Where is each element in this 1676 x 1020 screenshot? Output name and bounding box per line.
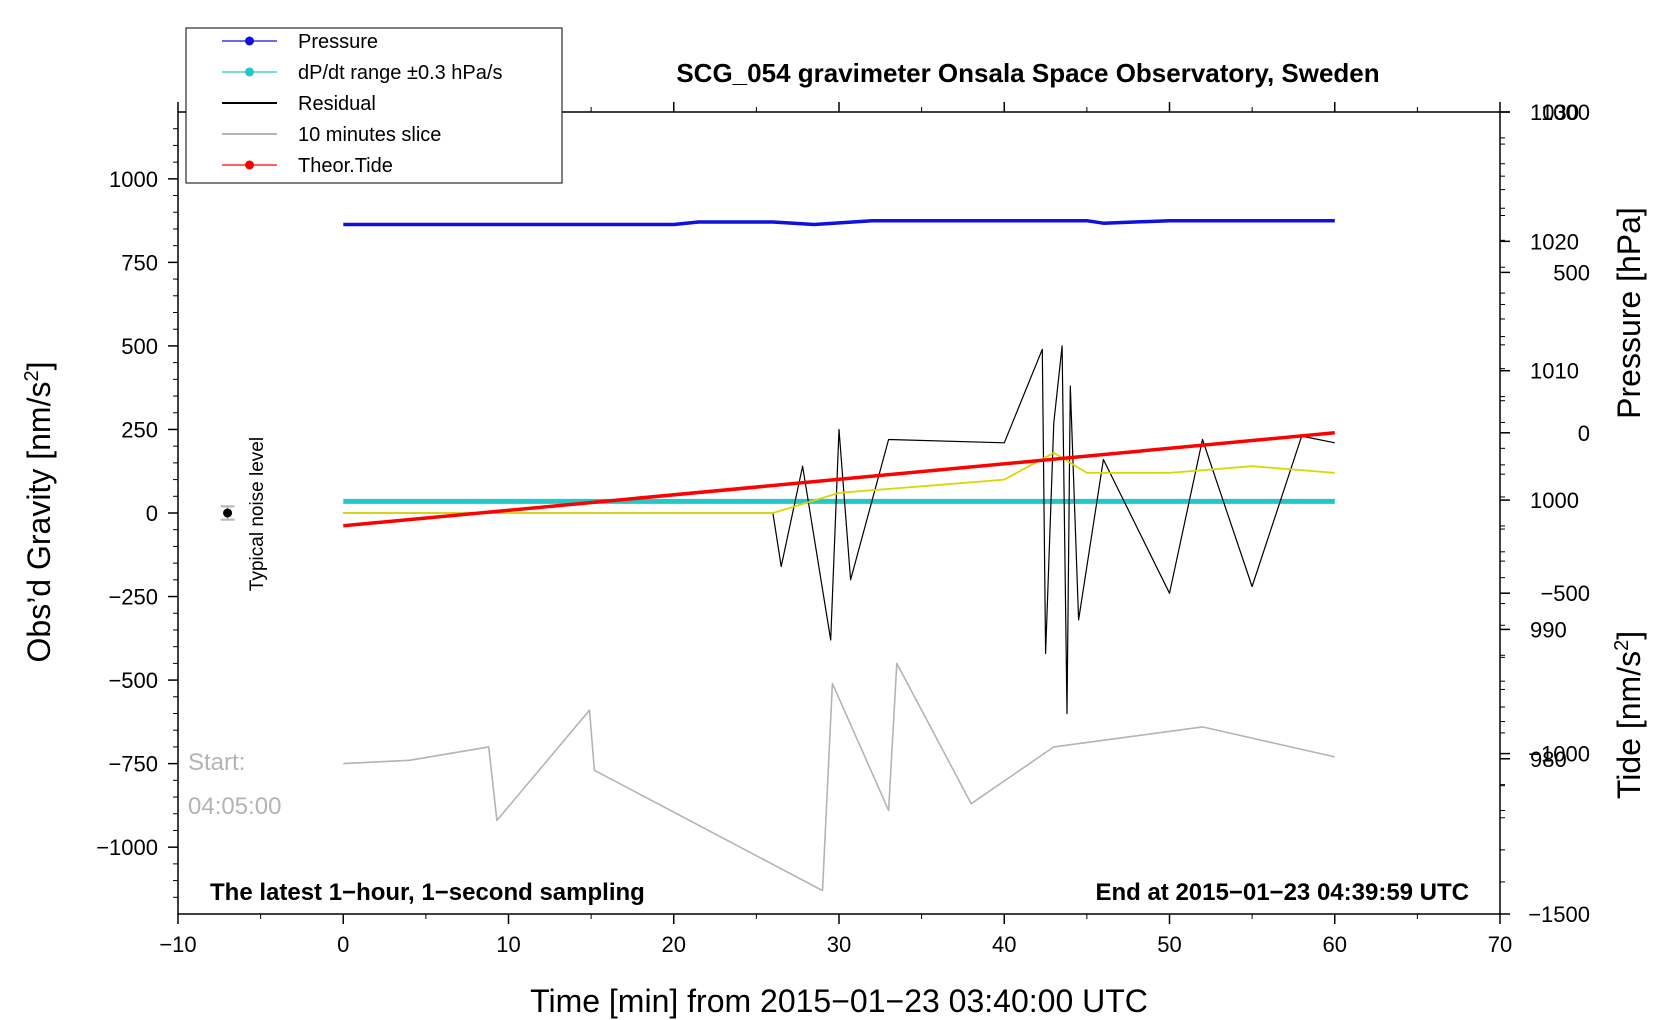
tide-tick-label: 0 [1578,421,1590,446]
noise-level-marker: Typical noise level [220,437,268,591]
series-line-theor-tide [343,431,1335,528]
legend-items: Pressure dP/dt range ±0.3 hPa/s Residual 10… [222,31,502,177]
y-axis-title-tide: Tide [nm/s2] [1611,631,1647,799]
y-axis-title-left: Obs’d Gravity [nm/s2] [21,362,57,663]
legend-swatch-marker [245,67,254,77]
y-left-tick-label: −1000 [96,835,158,860]
series-layer [343,218,1335,892]
legend: Pressure dP/dt range ±0.3 hPa/s Residual 10… [185,27,563,184]
annotation-bottom-right: End at 2015−01−23 04:39:59 UTC [1095,879,1469,906]
x-axis-title: Time [min] from 2015−01−23 03:40:00 UTC [530,983,1148,1019]
y-left-tick-label: 500 [121,334,158,359]
pressure-tick-label: 1030 [1530,100,1579,125]
annotation-bottom-left: The latest 1−hour, 1−second sampling [210,879,645,906]
y-left-tick-label: 250 [121,417,158,442]
x-tick-label: 50 [1157,932,1181,957]
x-tick-label: 20 [662,932,686,957]
legend-label: Theor.Tide [298,155,393,177]
pressure-tick-label: 1020 [1530,229,1579,254]
series-line-residual-filtered [343,451,1335,514]
pressure-tick-label: 1000 [1530,488,1579,513]
chart-title: SCG_054 gravimeter Onsala Space Observat… [676,58,1379,88]
x-tick-label: −10 [159,932,196,957]
series-line-10-minutes-slice [343,662,1335,892]
y-left-tick-label: −750 [108,752,158,777]
x-tick-label: 0 [337,932,349,957]
x-tick-label: 40 [992,932,1016,957]
y-left-tick-label: 1000 [109,167,158,192]
legend-swatch-marker [245,36,254,46]
y-left-tick-label: 750 [121,250,158,275]
y-left-tick-label: −250 [108,585,158,610]
legend-swatch-marker [245,160,254,170]
x-tick-label: 60 [1323,932,1347,957]
annotation-start-label: Start: [188,749,245,776]
pressure-tick-label: 1010 [1530,359,1579,384]
legend-box [185,27,563,184]
series-line-residual [343,345,1335,715]
tide-tick-label: −500 [1540,581,1590,606]
noise-level-label: Typical noise level [247,437,268,591]
tide-tick-label: 1000 [1541,100,1590,125]
y-left-tick-label: 0 [146,501,158,526]
tide-tick-label: 500 [1553,260,1590,285]
legend-label: 10 minutes slice [298,124,441,146]
pressure-tick-label: 980 [1530,747,1567,772]
series-line-pressure [343,218,1335,227]
legend-label: dP/dt range ±0.3 hPa/s [298,62,502,84]
legend-label: Pressure [298,31,378,53]
tide-tick-label: −1000 [1528,742,1590,767]
x-tick-label: 10 [496,932,520,957]
pressure-tick-label: 990 [1530,617,1567,642]
y-left-tick-label: −500 [108,668,158,693]
tide-tick-label: −1500 [1528,902,1590,927]
y-axis-title-pressure: Pressure [hPa] [1611,207,1647,419]
x-tick-label: 30 [827,932,851,957]
annotation-start-time: 04:05:00 [188,793,281,820]
noise-level-point [223,508,233,518]
axes-layer: −10 0 10 20 30 40 50 60 7010007505002500−250−500… [96,100,1590,957]
legend-label: Residual [298,93,376,115]
x-tick-label: 70 [1488,932,1512,957]
